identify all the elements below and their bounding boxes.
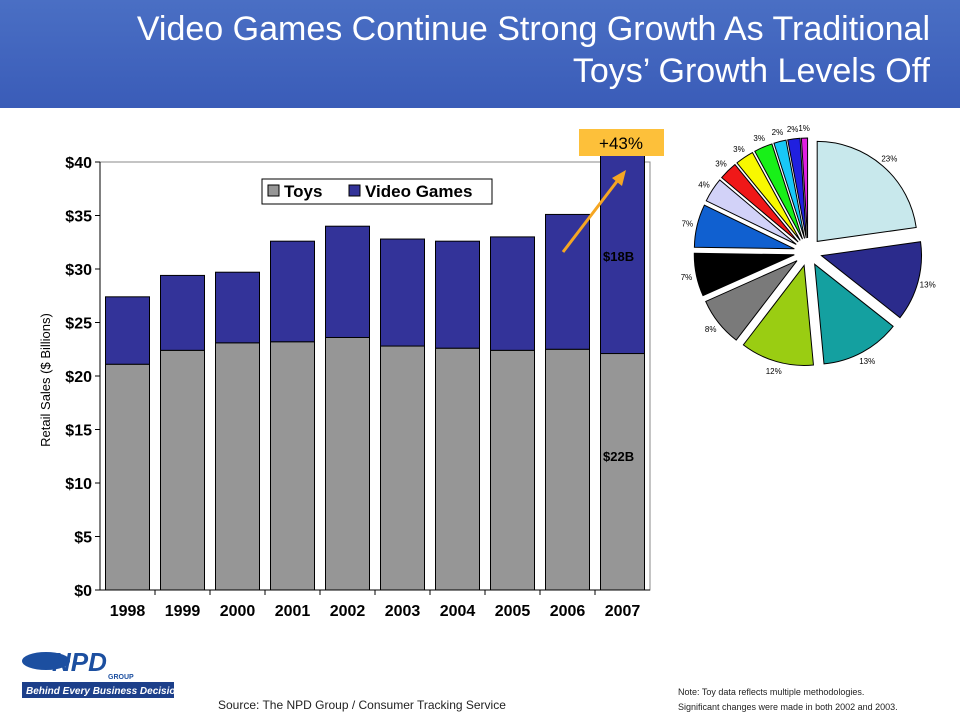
legend-label-video-games: Video Games — [365, 182, 472, 201]
bar-toys — [215, 342, 260, 591]
growth-arrow-head — [612, 170, 626, 186]
bar-toys — [380, 345, 425, 591]
y-tick-label: $40 — [65, 155, 92, 172]
x-tick-label: 2004 — [440, 603, 476, 620]
x-tick-label: 2002 — [330, 603, 366, 620]
bar-toys — [545, 348, 590, 591]
x-tick-label: 1998 — [110, 603, 146, 620]
bar-video-games — [435, 240, 480, 349]
bar-video-games — [270, 240, 315, 343]
x-tick-label: 2006 — [550, 603, 586, 620]
title-line-1: Video Games Continue Strong Growth As Tr… — [136, 10, 930, 48]
chart-legend: Toys Video Games — [261, 178, 493, 205]
bar-video-games — [600, 150, 645, 355]
bar-toys — [490, 349, 535, 591]
logo-text: NPD — [52, 647, 107, 677]
x-tick-label: 1999 — [165, 603, 201, 620]
y-axis-label: Retail Sales ($ Billions) — [38, 313, 53, 447]
y-tick-label: $20 — [65, 369, 92, 386]
y-tick-label: $25 — [65, 316, 92, 333]
growth-callout-box — [579, 129, 664, 156]
video-games-2007-label: $18B — [603, 249, 634, 264]
bar-video-games — [380, 238, 425, 347]
bar-video-games — [160, 274, 205, 351]
methodology-note: Note: Toy data reflects multiple methodo… — [678, 685, 898, 715]
y-tick-label: $10 — [65, 476, 92, 493]
growth-callout: +43% — [599, 134, 643, 153]
bar-video-games — [545, 213, 590, 350]
x-tick-label: 2007 — [605, 603, 641, 620]
bar-video-games — [325, 225, 370, 338]
y-tick-label: $30 — [65, 262, 92, 279]
y-tick-label: $15 — [65, 423, 92, 440]
legend-swatch-video-games — [348, 184, 361, 197]
title-bar: Video Games Continue Strong Growth As Tr… — [0, 0, 960, 108]
y-tick-label: $0 — [74, 583, 92, 600]
logo-group: GROUP — [108, 674, 134, 681]
growth-arrow-line — [561, 179, 620, 253]
npd-logo-mark: NPD GROUP Behind Every Business Decision — [22, 647, 182, 698]
legend-swatch-toys — [267, 184, 280, 197]
legend-label-toys: Toys — [284, 182, 322, 201]
note-line-1: Note: Toy data reflects multiple methodo… — [678, 687, 865, 697]
bar-toys — [270, 341, 315, 591]
x-tick-label: 2001 — [275, 603, 311, 620]
toys-2007-label: $22B — [603, 449, 634, 464]
x-tick-label: 2000 — [220, 603, 256, 620]
bar-toys — [105, 363, 150, 591]
bar-video-games — [215, 271, 260, 344]
x-tick-label: 2005 — [495, 603, 531, 620]
x-tick-label: 2003 — [385, 603, 421, 620]
bar-toys — [600, 353, 645, 591]
note-line-2: Significant changes were made in both 20… — [678, 702, 898, 712]
y-tick-label: $5 — [74, 530, 92, 547]
legend-box — [261, 178, 493, 205]
bar-video-games — [105, 296, 150, 365]
bar-toys — [160, 349, 205, 591]
source-citation: Source: The NPD Group / Consumer Trackin… — [218, 698, 506, 712]
bar-video-games — [490, 236, 535, 351]
bar-toys — [435, 347, 480, 591]
logo-tagline: Behind Every Business Decision — [26, 686, 182, 697]
y-tick-label: $35 — [65, 209, 92, 226]
page-title: Video Games Continue Strong Growth As Tr… — [70, 8, 930, 92]
npd-logo: NPD GROUP Behind Every Business Decision — [22, 645, 182, 700]
title-line-2: Toys’ Growth Levels Off — [572, 52, 930, 90]
bar-toys — [325, 336, 370, 591]
